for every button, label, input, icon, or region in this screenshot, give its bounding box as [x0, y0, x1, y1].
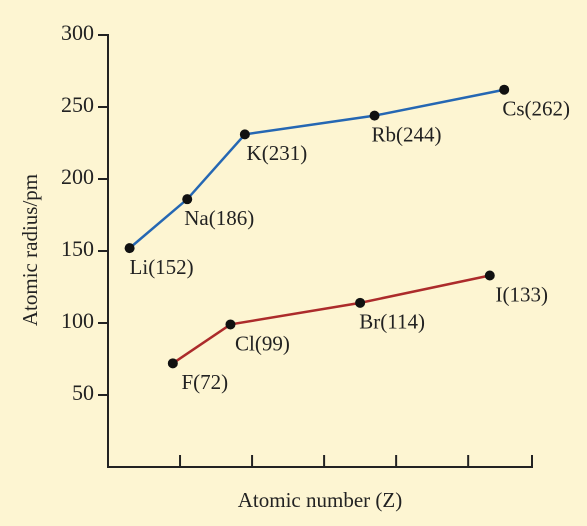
data-point — [182, 194, 193, 205]
data-point — [369, 110, 380, 121]
data-label: I(133) — [496, 282, 548, 306]
data-label: F(72) — [181, 370, 228, 394]
x-axis-title: Atomic number (Z) — [238, 488, 402, 512]
data-label: Na(186) — [184, 206, 254, 230]
data-point — [355, 297, 366, 308]
data-label: Rb(244) — [372, 122, 442, 146]
data-label: Cs(262) — [502, 97, 570, 121]
y-axis-title: Atomic radius/pm — [18, 174, 42, 326]
series-line — [172, 274, 491, 365]
data-label: Br(114) — [359, 310, 425, 334]
data-point — [499, 84, 510, 95]
data-point — [167, 358, 178, 369]
y-tick-label: 300 — [61, 20, 94, 45]
y-tick-label: 50 — [72, 380, 94, 405]
data-point — [239, 129, 250, 140]
y-tick-label: 100 — [61, 308, 94, 333]
data-point — [484, 270, 495, 281]
data-point — [225, 319, 236, 330]
y-tick-label: 200 — [61, 164, 94, 189]
data-point — [124, 243, 135, 254]
y-tick-label: 250 — [61, 92, 94, 117]
data-label: Li(152) — [130, 255, 194, 279]
data-label: Cl(99) — [235, 331, 290, 355]
y-tick-label: 150 — [61, 236, 94, 261]
data-label: K(231) — [247, 141, 308, 165]
